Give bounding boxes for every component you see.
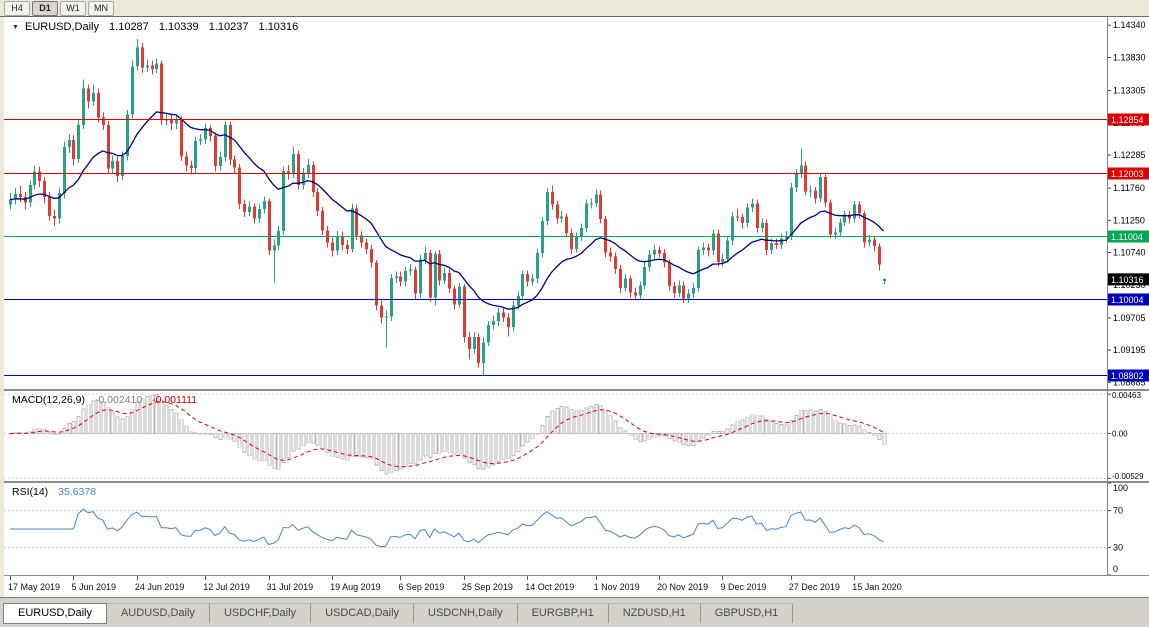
time-axis-label: 12 Jul 2019	[203, 582, 250, 592]
time-axis-tick	[527, 576, 529, 580]
macd-label: MACD(12,26,9)	[12, 394, 85, 406]
svg-text:70: 70	[1113, 506, 1123, 516]
tab-gbpusd-h1[interactable]: GBPUSD,H1	[700, 603, 794, 623]
time-axis[interactable]: 17 May 2019 5 Jun 2019 24 Jun 2019 12 Jul 2…	[4, 575, 1149, 597]
svg-text:1.08802: 1.08802	[1111, 371, 1144, 381]
price-line-label	[1108, 369, 1149, 382]
svg-text:0: 0	[1113, 564, 1118, 574]
timeframe-button-w1[interactable]: W1	[60, 0, 86, 16]
timeframe-toolbar: H4 D1 W1 MN	[0, 0, 1149, 17]
svg-text:1.09705: 1.09705	[1113, 313, 1146, 323]
open-value: 1.10287	[109, 21, 149, 33]
time-axis-label: 31 Jul 2019	[266, 582, 314, 592]
svg-text:1.13830: 1.13830	[1113, 52, 1146, 62]
low-value: 1.10237	[208, 21, 249, 33]
close-value: 1.10316	[258, 21, 299, 33]
rsi-line	[10, 508, 884, 548]
time-axis-label: 14 Oct 2019	[525, 582, 575, 592]
tab-audusd-daily[interactable]: AUDUSD,Daily	[106, 603, 210, 623]
current-price-label	[1108, 273, 1149, 286]
time-axis-tick	[136, 576, 138, 580]
time-axis-tick	[205, 576, 207, 580]
time-axis-label: 27 Dec 2019	[788, 582, 840, 592]
svg-text:0.00463: 0.00463	[1112, 391, 1141, 400]
time-axis-label: 17 May 2019	[8, 582, 61, 592]
svg-text:1.14340: 1.14340	[1113, 20, 1146, 30]
svg-text:1.10740: 1.10740	[1113, 248, 1146, 258]
macd-histogram	[8, 394, 887, 475]
time-axis-tick	[595, 576, 597, 580]
timeframe-button-mn[interactable]: MN	[88, 0, 114, 16]
time-axis-label: 9 Dec 2019	[720, 582, 767, 592]
time-axis-label: 19 Aug 2019	[330, 582, 381, 592]
macd-readout: MACD(12,26,9) -0.002410 -0.001111	[12, 394, 197, 406]
price-line-label	[1108, 230, 1149, 243]
time-axis-label: 20 Nov 2019	[657, 582, 709, 592]
price-chart-canvas[interactable]: 1.143401.138301.133051.127951.122851.117…	[4, 17, 1149, 389]
tab-usdcad-daily[interactable]: USDCAD,Daily	[311, 603, 415, 623]
time-axis-tick	[73, 576, 75, 580]
tab-eurgbp-h1[interactable]: EURGBP,H1	[517, 603, 609, 623]
rsi-value: 35.6378	[58, 486, 97, 498]
svg-text:1.12854: 1.12854	[1111, 115, 1144, 125]
time-axis-label: 1 Nov 2019	[593, 582, 640, 592]
time-axis-label: 25 Sep 2019	[461, 582, 513, 592]
ohlc-readout: ▼ EURUSD,Daily 1.10287 1.10339 1.10237 1…	[12, 21, 298, 33]
svg-text:1.11004: 1.11004	[1111, 232, 1143, 242]
price-line-label	[1108, 113, 1149, 126]
chart-tabs: EURUSD,Daily AUDUSD,Daily USDCHF,Daily USDC…	[0, 597, 1149, 627]
svg-text:100: 100	[1113, 483, 1128, 493]
svg-text:1.10316: 1.10316	[1111, 275, 1144, 285]
time-axis-label: 6 Sep 2019	[398, 582, 445, 592]
time-axis-tick	[854, 576, 856, 580]
candles-layer	[9, 39, 886, 376]
symbol-label: EURUSD,Daily	[25, 21, 99, 33]
panel-splitter[interactable]	[4, 481, 1149, 483]
time-axis-tick	[332, 576, 334, 580]
time-axis-label: 5 Jun 2019	[71, 582, 116, 592]
tab-usdcnh-daily[interactable]: USDCNH,Daily	[414, 603, 518, 623]
rsi-panel-canvas[interactable]: 100 70 30 0	[4, 482, 1149, 576]
svg-text:-0.00529: -0.00529	[1112, 472, 1144, 481]
time-axis-tick	[722, 576, 724, 580]
time-axis-tick	[659, 576, 661, 580]
macd-signal-line	[9, 400, 884, 468]
svg-text:1.09195: 1.09195	[1113, 345, 1146, 355]
time-axis-tick	[268, 576, 270, 580]
svg-text:1.08685: 1.08685	[1113, 377, 1146, 387]
svg-text:30: 30	[1113, 542, 1123, 552]
svg-text:1.12285: 1.12285	[1113, 150, 1146, 160]
time-axis-tick	[790, 576, 792, 580]
time-axis-tick	[10, 576, 11, 580]
time-axis-label: 24 Jun 2019	[134, 582, 185, 592]
svg-text:1.10004: 1.10004	[1111, 295, 1144, 305]
high-value: 1.10339	[158, 21, 199, 33]
tab-eurusd-daily[interactable]: EURUSD,Daily	[3, 603, 107, 624]
svg-text:1.11760: 1.11760	[1113, 183, 1145, 193]
panel-splitter[interactable]	[4, 389, 1149, 391]
time-axis-tick	[463, 576, 465, 580]
rsi-readout: RSI(14) 35.6378	[12, 486, 96, 498]
svg-text:1.11250: 1.11250	[1113, 215, 1145, 225]
symbol-dropdown-icon[interactable]: ▼	[12, 24, 19, 31]
macd-main-value: -0.002410	[94, 394, 143, 406]
tab-usdchf-daily[interactable]: USDCHF,Daily	[209, 603, 312, 623]
time-axis-tick	[400, 576, 402, 580]
chart-window: 1.143401.138301.133051.127951.122851.117…	[4, 17, 1149, 597]
timeframe-button-h4[interactable]: H4	[4, 0, 30, 16]
svg-text:1.12003: 1.12003	[1111, 169, 1144, 179]
price-line-label	[1108, 167, 1149, 180]
svg-text:1.13305: 1.13305	[1113, 86, 1146, 96]
tab-nzdusd-h1[interactable]: NZDUSD,H1	[608, 603, 701, 623]
price-axis[interactable]: 1.143401.138301.133051.127951.122851.117…	[1107, 17, 1146, 389]
price-line-label	[1108, 293, 1149, 306]
moving-average-line	[9, 111, 884, 310]
timeframe-button-d1[interactable]: D1	[32, 0, 58, 16]
svg-text:0.00: 0.00	[1112, 429, 1128, 438]
time-axis-label: 15 Jan 2020	[852, 582, 902, 592]
rsi-label: RSI(14)	[12, 486, 49, 498]
macd-signal-value: -0.001111	[152, 394, 198, 406]
macd-panel-canvas[interactable]: 0.00463 0.00 -0.00529	[4, 391, 1149, 481]
